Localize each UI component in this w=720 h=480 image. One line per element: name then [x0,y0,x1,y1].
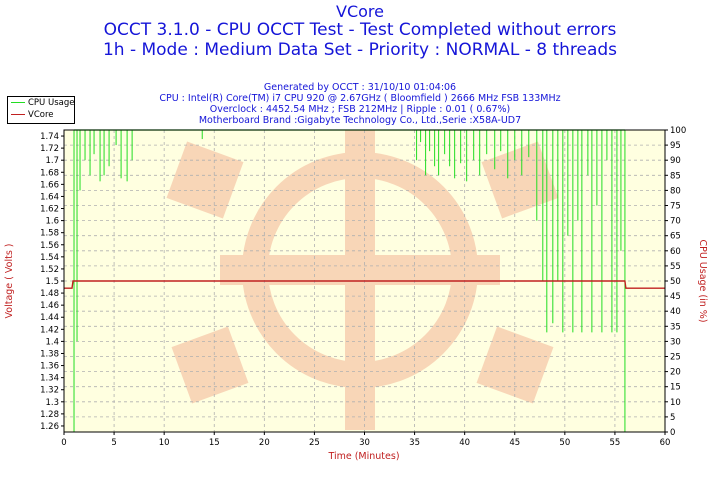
y2-tick-label: 65 [670,232,681,242]
vcore-series [64,280,665,289]
legend-label-cpu-usage: CPU Usage [28,98,75,108]
y2-tick-label: 70 [670,217,681,227]
y-tick-label: 1.5 [45,277,59,287]
y-tick-label: 1.34 [40,374,59,384]
legend-swatch-cpu-usage [11,102,25,103]
y-tick-label: 1.72 [40,144,59,154]
x-tick-label: 0 [61,438,66,448]
legend-label-vcore: VCore [28,110,54,120]
x-axis-ticks: 0 5 10 15 20 25 30 35 40 45 50 55 60 [61,432,670,448]
overclock-info: Overclock : 4452.54 MHz ; FSB 212MHz | R… [209,104,511,115]
y-tick-label: 1.42 [40,325,59,335]
y2-tick-label: 90 [670,156,681,166]
y-tick-label: 1.36 [40,362,59,372]
y2-tick-label: 5 [670,413,675,423]
x-tick-label: 40 [459,438,470,448]
y-tick-label: 1.7 [45,156,59,166]
y2-tick-label: 35 [670,322,681,332]
x-tick-label: 35 [409,438,420,448]
y-axis-ticks: 1.26 1.28 1.3 1.32 1.34 1.36 1.38 1.4 1.42 1.44 1.… [40,132,64,432]
y2-tick-label: 50 [670,277,681,287]
chart-subtitle-mode: 1h - Mode : Medium Data Set - Priority :… [102,40,618,60]
y-tick-label: 1.32 [40,386,59,396]
x-tick-label: 45 [509,438,520,448]
legend: CPU Usage VCore [7,96,75,124]
x-tick-label: 5 [111,438,116,448]
motherboard-info: Motherboard Brand :Gigabyte Technology C… [198,115,522,126]
y2-tick-label: 85 [670,171,681,181]
vcore-line [64,280,665,289]
y2-tick-label: 45 [670,292,681,302]
y2-tick-label: 55 [670,262,681,272]
y2-tick-label: 80 [670,186,681,196]
y-tick-label: 1.38 [40,349,59,359]
y-axis-label: Voltage ( Volts ) [4,244,15,319]
y-tick-label: 1.54 [40,253,59,263]
legend-swatch-vcore [11,114,25,115]
x-tick-label: 10 [159,438,170,448]
x-tick-label: 15 [209,438,220,448]
y-tick-label: 1.46 [40,301,59,311]
y-tick-label: 1.66 [40,180,59,190]
y-tick-label: 1.28 [40,410,59,420]
y-tick-label: 1.62 [40,205,59,215]
y2-tick-label: 20 [670,368,681,378]
y2-tick-label: 0 [670,428,675,438]
y-tick-label: 1.68 [40,168,59,178]
x-axis-label: Time (Minutes) [327,451,399,462]
legend-item-vcore: VCore [11,110,54,121]
y-tick-label: 1.58 [40,229,59,239]
x-tick-label: 55 [610,438,621,448]
y2-tick-label: 75 [670,202,681,212]
chart-title: VCore [336,2,384,21]
y2-tick-label: 40 [670,307,681,317]
y-tick-label: 1.6 [45,217,59,227]
y2-axis-label: CPU Usage (in %) [697,239,708,322]
generated-info: Generated by OCCT : 31/10/10 01:04:06 [263,82,457,93]
y-tick-label: 1.48 [40,289,59,299]
y2-tick-label: 95 [670,141,681,151]
y2-tick-label: 25 [670,353,681,363]
legend-item-cpu-usage: CPU Usage [11,98,74,109]
y-tick-label: 1.44 [40,313,59,323]
y2-tick-label: 10 [670,398,681,408]
x-tick-label: 50 [559,438,570,448]
y2-tick-label: 100 [670,126,686,136]
y-tick-label: 1.52 [40,265,59,275]
x-tick-label: 20 [259,438,270,448]
y-tick-label: 1.74 [40,132,59,142]
chart-subtitle-test: OCCT 3.1.0 - CPU OCCT Test - Test Comple… [103,20,617,40]
y2-tick-label: 30 [670,337,681,347]
watermark [166,130,559,430]
y-tick-label: 1.64 [40,192,59,202]
y2-tick-label: 60 [670,247,681,257]
y2-axis-ticks: 0 5 10 15 20 25 30 35 40 45 50 55 60 65 70 75 80 85 90 95 10… [665,126,686,438]
y-tick-label: 1.56 [40,241,59,251]
x-tick-label: 25 [309,438,320,448]
y-tick-label: 1.26 [40,422,59,432]
y-tick-label: 1.3 [45,398,59,408]
x-tick-label: 30 [359,438,370,448]
y2-tick-label: 15 [670,383,681,393]
cpu-info: CPU : Intel(R) Core(TM) i7 CPU 920 @ 2.6… [159,93,561,104]
x-tick-label: 60 [660,438,671,448]
y-tick-label: 1.4 [45,337,59,347]
